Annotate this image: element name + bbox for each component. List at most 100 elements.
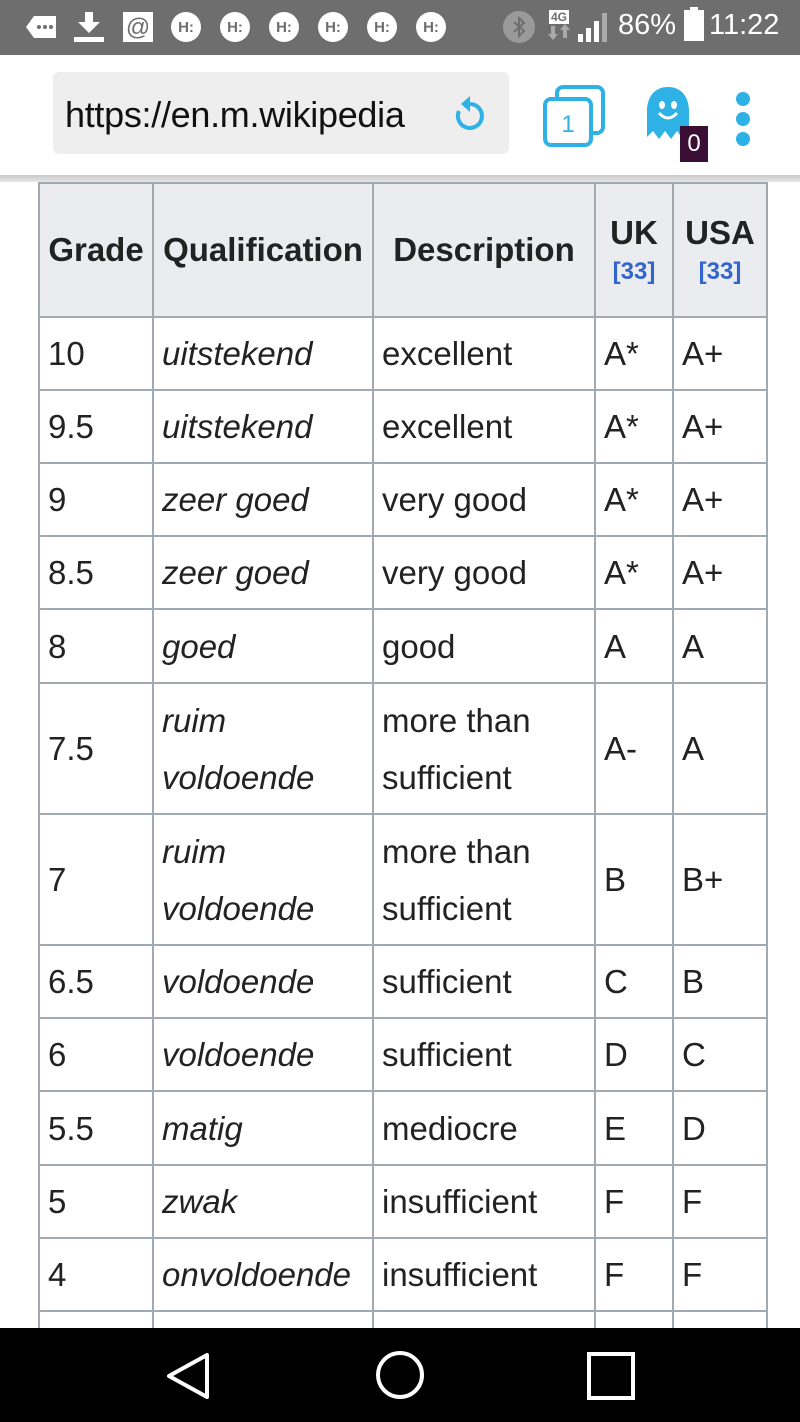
table-row: 5 zwak insufficient F F	[38, 1164, 768, 1239]
qualification-cell: onvoldoende	[152, 1237, 374, 1312]
qualification-cell: goed	[152, 608, 374, 684]
description-cell	[372, 1310, 596, 1328]
uk-cell: F	[594, 1164, 674, 1239]
qualification-cell: ruim voldoende	[152, 813, 374, 946]
uk-cell: C	[594, 944, 674, 1019]
qualification-cell: uitstekend	[152, 389, 374, 464]
description-cell: very good	[372, 462, 596, 537]
grade-cell	[38, 1310, 154, 1328]
usa-cell: A	[672, 608, 768, 684]
usa-cell: A	[672, 682, 768, 815]
table-row: 4 onvoldoende insufficient F F	[38, 1237, 768, 1312]
qualification-cell: zeer goed	[152, 535, 374, 610]
recents-button[interactable]	[587, 1352, 635, 1405]
grade-cell: 5	[38, 1164, 154, 1239]
network-label: 4G	[548, 10, 569, 24]
url-text[interactable]: https://en.m.wikipedia	[65, 94, 405, 135]
description-cell: more than sufficient	[372, 682, 596, 815]
table-row: 6.5 voldoende sufficient C B	[38, 944, 768, 1019]
qualification-cell: voldoende	[152, 1017, 374, 1092]
status-bar: @ H: H: H: H: H: H: 4G 86% 11:22	[0, 0, 800, 55]
reference-link-uk[interactable]: [33]	[612, 258, 656, 285]
usa-cell: A+	[672, 316, 768, 391]
table-row: 7.5 ruim voldoende more than sufficient …	[38, 682, 768, 815]
tracker-count-badge: 0	[680, 126, 708, 162]
ghostery-icon[interactable]	[643, 85, 693, 148]
reload-icon[interactable]	[453, 96, 487, 137]
qualification-cell	[152, 1310, 374, 1328]
uk-cell: B	[594, 813, 674, 946]
uk-cell	[594, 1310, 674, 1328]
usa-cell: A+	[672, 389, 768, 464]
back-button[interactable]	[165, 1352, 211, 1405]
header-qualification: Qualification	[152, 182, 374, 318]
usa-cell: F	[672, 1164, 768, 1239]
description-cell: sufficient	[372, 1017, 596, 1092]
table-row: 8 goed good A A	[38, 608, 768, 684]
uk-cell: A-	[594, 682, 674, 815]
page-content[interactable]: Grade Qualification Description UK [33] U…	[0, 182, 800, 1328]
reference-link-usa[interactable]: [33]	[698, 258, 742, 285]
home-button[interactable]	[375, 1350, 425, 1405]
tabs-button[interactable]: 1	[543, 85, 605, 152]
description-cell: excellent	[372, 389, 596, 464]
table-row: 6 voldoende sufficient D C	[38, 1017, 768, 1092]
grade-cell: 8.5	[38, 535, 154, 610]
back-icon	[167, 1353, 209, 1399]
recents-icon	[587, 1352, 635, 1400]
hangouts-icon: H:	[416, 12, 446, 42]
uk-cell: F	[594, 1237, 674, 1312]
uk-cell: A*	[594, 535, 674, 610]
description-cell: insufficient	[372, 1164, 596, 1239]
uk-cell: A	[594, 608, 674, 684]
header-uk: UK [33]	[594, 182, 674, 318]
header-usa-label: USA	[685, 214, 755, 251]
clock: 11:22	[709, 9, 780, 41]
url-bar[interactable]: https://en.m.wikipedia	[53, 72, 509, 154]
qualification-cell: voldoende	[152, 944, 374, 1019]
grade-cell: 6.5	[38, 944, 154, 1019]
table-row: 7 ruim voldoende more than sufficient B …	[38, 813, 768, 946]
hangouts-icon: H:	[318, 12, 348, 42]
battery-percent: 86%	[618, 9, 677, 41]
qualification-cell: zwak	[152, 1164, 374, 1239]
battery-icon	[684, 7, 704, 41]
header-usa: USA [33]	[672, 182, 768, 318]
home-icon	[376, 1351, 424, 1399]
description-cell: good	[372, 608, 596, 684]
grade-cell: 5.5	[38, 1090, 154, 1166]
grade-cell: 9.5	[38, 389, 154, 464]
hangouts-icon: H:	[171, 12, 201, 42]
qualification-cell: ruim voldoende	[152, 682, 374, 815]
network-4g-icon: 4G	[547, 10, 571, 40]
table-row: 8.5 zeer goed very good A* A+	[38, 535, 768, 610]
table-row: 10 uitstekend excellent A* A+	[38, 316, 768, 391]
uk-cell: A*	[594, 316, 674, 391]
description-cell: mediocre	[372, 1090, 596, 1166]
download-icon	[73, 12, 105, 42]
grade-table: Grade Qualification Description UK [33] U…	[38, 182, 768, 1328]
table-row: 9 zeer goed very good A* A+	[38, 462, 768, 537]
usa-cell	[672, 1310, 768, 1328]
toolbar-divider	[0, 175, 800, 182]
grade-cell: 10	[38, 316, 154, 391]
description-cell: excellent	[372, 316, 596, 391]
uk-cell: D	[594, 1017, 674, 1092]
description-cell: insufficient	[372, 1237, 596, 1312]
usa-cell: B	[672, 944, 768, 1019]
description-cell: very good	[372, 535, 596, 610]
signal-icon	[578, 12, 610, 42]
tab-count: 1	[561, 111, 574, 138]
svg-text:@: @	[126, 14, 150, 41]
table-header-row: Grade Qualification Description UK [33] U…	[38, 182, 768, 318]
usa-cell: A+	[672, 462, 768, 537]
qualification-cell: uitstekend	[152, 316, 374, 391]
overflow-menu-icon[interactable]	[736, 92, 752, 152]
grade-cell: 7.5	[38, 682, 154, 815]
header-grade: Grade	[38, 182, 154, 318]
description-cell: more than sufficient	[372, 813, 596, 946]
hangouts-icon: H:	[220, 12, 250, 42]
grade-cell: 9	[38, 462, 154, 537]
table-row: 9.5 uitstekend excellent A* A+	[38, 389, 768, 464]
usa-cell: C	[672, 1017, 768, 1092]
